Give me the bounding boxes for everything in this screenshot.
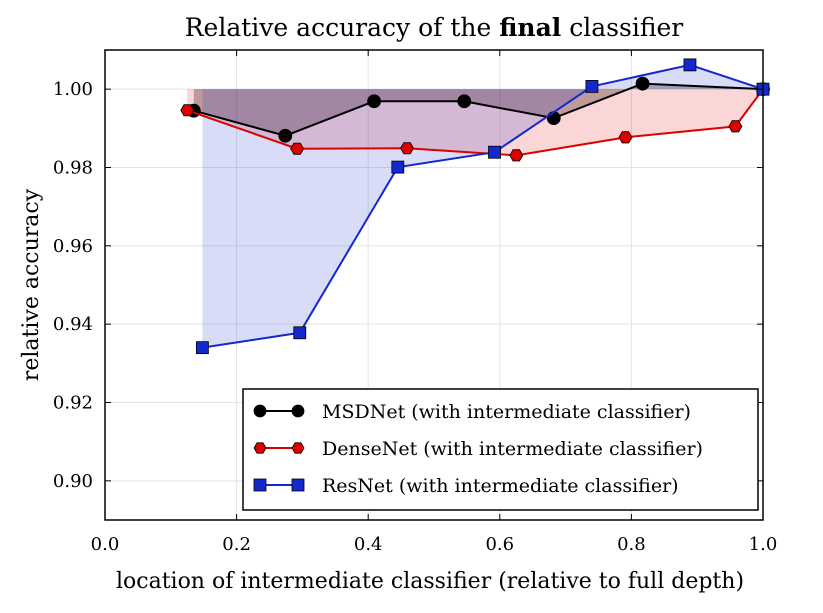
- y-tick-label: 0.94: [53, 314, 93, 335]
- square-marker: [291, 478, 305, 492]
- x-tick-label: 0.8: [617, 534, 646, 555]
- square-marker: [391, 160, 405, 174]
- square-marker: [683, 58, 697, 72]
- y-tick-label: 0.92: [53, 393, 93, 414]
- legend-label: ResNet (with intermediate classifier): [322, 475, 679, 497]
- square-marker: [253, 478, 267, 492]
- chart-title: Relative accuracy of the final classifie…: [185, 13, 684, 42]
- y-axis-label: relative accuracy: [19, 188, 44, 381]
- x-tick-label: 0.2: [222, 534, 251, 555]
- plot-frame: [104, 49, 764, 521]
- square-marker: [585, 80, 599, 93]
- series-fill: [202, 64, 763, 348]
- legend-label: MSDNet (with intermediate classifier): [322, 401, 691, 423]
- hexagon-marker: [400, 142, 414, 155]
- series-fills: [187, 64, 763, 348]
- circle-marker: [278, 128, 293, 143]
- circle-marker: [635, 76, 650, 91]
- x-tick-label: 0.0: [91, 534, 120, 555]
- series-fill: [193, 83, 763, 136]
- circle-marker: [546, 111, 561, 126]
- legend-label: DenseNet (with intermediate classifier): [322, 438, 703, 460]
- series-lines: [180, 58, 770, 355]
- y-tick-label: 0.96: [53, 236, 93, 257]
- square-marker: [488, 145, 501, 159]
- hexagon-marker: [509, 149, 524, 162]
- circle-marker: [367, 94, 382, 109]
- y-tick-label: 0.90: [53, 471, 93, 492]
- y-tick-label: 1.00: [53, 79, 93, 100]
- legend-box: [242, 388, 759, 511]
- circle-marker: [291, 404, 305, 418]
- hexagon-marker: [728, 120, 743, 133]
- legend: MSDNet (with intermediate classifier) Den…: [242, 388, 759, 511]
- hexagon-marker: [253, 442, 267, 454]
- series-fill: [187, 89, 763, 156]
- x-tick-label: 0.6: [485, 534, 514, 555]
- hexagon-marker: [290, 142, 305, 155]
- x-tick-label: 1.0: [749, 534, 778, 555]
- x-tick-label: 0.4: [354, 534, 383, 555]
- hexagon-marker: [618, 131, 633, 144]
- hexagon-marker: [291, 442, 305, 454]
- circle-marker: [457, 94, 472, 109]
- square-marker: [293, 326, 307, 340]
- hexagon-marker: [180, 104, 195, 117]
- square-marker: [195, 341, 209, 355]
- ticks: 0.0 0.2 0.4 0.6 0.8 1.0 0.90 0.92 0.94 0.96 0.98 1.…: [53, 50, 777, 555]
- circle-marker: [253, 404, 267, 418]
- x-axis-label: location of intermediate classifier (rel…: [116, 569, 744, 594]
- y-tick-label: 0.98: [53, 158, 93, 179]
